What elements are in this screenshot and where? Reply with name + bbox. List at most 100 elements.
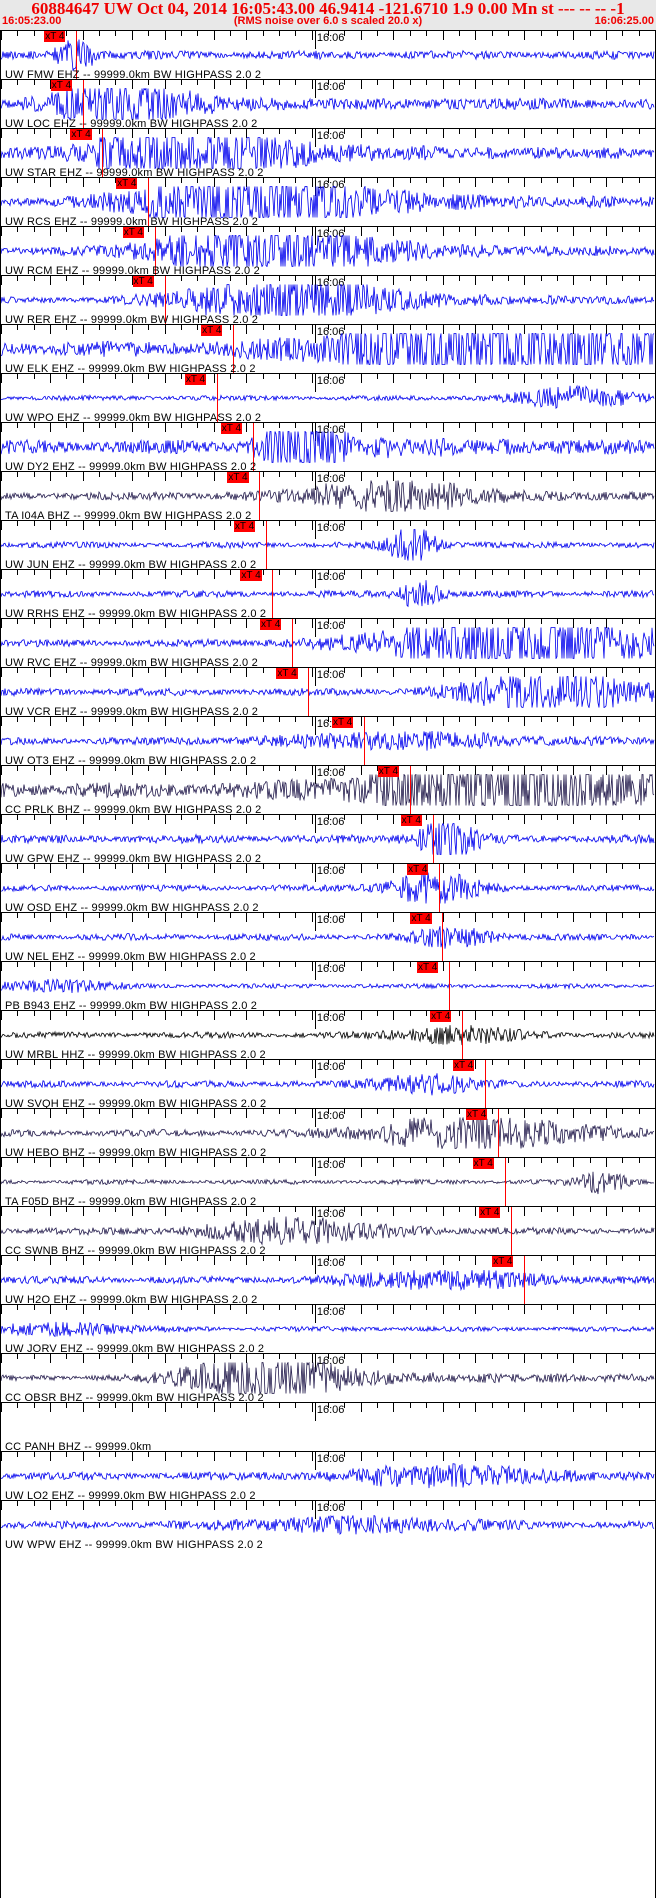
axis-tick-minor bbox=[507, 1060, 509, 1065]
axis-tick-minor bbox=[638, 1256, 640, 1261]
trace-row[interactable]: 16:06 xT 4 UW MRBL HHZ -- 99999.0km BW HIG… bbox=[0, 1010, 656, 1059]
pick-marker-label[interactable]: xT 4 bbox=[201, 325, 223, 336]
trace-row[interactable]: 16:06 xT 4 UW RRHS EHZ -- 99999.0km BW HIG… bbox=[0, 569, 656, 618]
axis-tick-minor bbox=[458, 1452, 460, 1457]
axis-tick-major bbox=[1, 1403, 2, 1412]
pick-marker-label[interactable]: xT 4 bbox=[466, 1109, 488, 1120]
axis-tick-minor bbox=[229, 178, 231, 183]
pick-marker-label[interactable]: xT 4 bbox=[479, 1207, 501, 1218]
axis-time-label: 16:06 bbox=[316, 375, 345, 387]
trace-plot: 16:06 xT 4 PB B943 EHZ -- 99999.0km BW HIG… bbox=[1, 962, 656, 1010]
pick-marker-label[interactable]: xT 4 bbox=[44, 31, 66, 42]
pick-marker-label[interactable]: xT 4 bbox=[116, 178, 138, 189]
trace-row[interactable]: 16:06 xT 4 CC SWNB BHZ -- 99999.0km BW HIG… bbox=[0, 1206, 656, 1255]
axis-tick-minor bbox=[99, 570, 101, 575]
trace-row[interactable]: 16:06 xT 4 CC PRLK BHZ -- 99999.0km BW HIG… bbox=[0, 765, 656, 814]
pick-marker-label[interactable]: xT 4 bbox=[472, 1158, 494, 1169]
pick-marker-label[interactable]: xT 4 bbox=[50, 80, 73, 91]
axis-tick-minor bbox=[344, 570, 346, 575]
axis-tick-labeled bbox=[314, 717, 316, 735]
axis-tick-minor bbox=[507, 1403, 509, 1408]
axis-tick-minor bbox=[99, 80, 101, 85]
trace-row[interactable]: 16:06 CC PANH BHZ -- 99999.0km bbox=[0, 1402, 656, 1451]
trace-row[interactable]: 16:06 xT 4 UW RCM EHZ -- 99999.0km BW HIGH… bbox=[0, 226, 656, 275]
trace-row[interactable]: 16:06 UW JORV EHZ -- 99999.0km BW HIGHPAS… bbox=[0, 1304, 656, 1353]
pick-marker-label[interactable]: xT 4 bbox=[184, 374, 207, 385]
axis-tick-minor bbox=[229, 31, 231, 36]
pick-marker-label[interactable]: xT 4 bbox=[416, 962, 439, 973]
trace-row[interactable]: 16:06 xT 4 UW LOC EHZ -- 99999.0km BW HIGH… bbox=[0, 79, 656, 128]
pick-marker-label[interactable]: xT 4 bbox=[377, 766, 400, 777]
trace-row[interactable]: 16:06 xT 4 UW DY2 EHZ -- 99999.0km BW HIGH… bbox=[0, 422, 656, 471]
trace-row[interactable]: 16:06 xT 4 UW RVC EHZ -- 99999.0km BW HIGH… bbox=[0, 618, 656, 667]
axis-tick-major bbox=[50, 1305, 51, 1314]
pick-marker-label[interactable]: xT 4 bbox=[400, 815, 422, 826]
pick-marker-label[interactable]: xT 4 bbox=[430, 1011, 452, 1022]
axis-tick-minor bbox=[278, 962, 280, 967]
axis-tick-minor bbox=[148, 31, 150, 36]
axis-tick-major bbox=[50, 227, 51, 236]
trace-row[interactable]: 16:06 CC OBSR BHZ -- 99999.0km BW HIGHPAS… bbox=[0, 1353, 656, 1402]
pick-marker-line bbox=[498, 1109, 500, 1157]
pick-marker-label[interactable]: xT 4 bbox=[240, 570, 262, 581]
trace-row[interactable]: 16:06 xT 4 UW FMW EHZ -- 99999.0km BW HIGH… bbox=[0, 30, 656, 79]
time-axis bbox=[1, 423, 656, 441]
trace-plot: 16:06 UW LO2 EHZ -- 99999.0km BW HIGHPASS… bbox=[1, 1452, 656, 1500]
axis-tick-minor bbox=[491, 374, 493, 379]
channel-label: UW ELK EHZ -- 99999.0km BW HIGHPASS 2.0 … bbox=[5, 363, 256, 373]
pick-marker-label[interactable]: xT 4 bbox=[233, 521, 256, 532]
pick-marker-label[interactable]: xT 4 bbox=[260, 619, 282, 630]
trace-row[interactable]: 16:06 xT 4 UW H2O EHZ -- 99999.0km BW HIGH… bbox=[0, 1255, 656, 1304]
pick-marker-label[interactable]: xT 4 bbox=[227, 472, 249, 483]
trace-row[interactable]: 16:06 UW LO2 EHZ -- 99999.0km BW HIGHPASS… bbox=[0, 1451, 656, 1500]
axis-tick-minor bbox=[589, 1060, 591, 1065]
axis-tick-minor bbox=[344, 1403, 346, 1408]
axis-tick-minor bbox=[458, 668, 460, 673]
trace-row[interactable]: 16:06 xT 4 UW VCR EHZ -- 99999.0km BW HIGH… bbox=[0, 667, 656, 716]
axis-tick-major bbox=[246, 815, 248, 824]
trace-row[interactable]: 16:06 xT 4 UW HEBO BHZ -- 99999.0km BW HIG… bbox=[0, 1108, 656, 1157]
trace-row[interactable]: 16:06 xT 4 TA F05D BHZ -- 99999.0km BW HIG… bbox=[0, 1157, 656, 1206]
axis-tick-major bbox=[442, 521, 444, 530]
pick-marker-label[interactable]: xT 4 bbox=[492, 1256, 514, 1267]
trace-row[interactable]: 16:06 xT 4 UW RER EHZ -- 99999.0km BW HIGH… bbox=[0, 275, 656, 324]
axis-tick-minor bbox=[197, 227, 199, 232]
pick-marker-label[interactable]: xT 4 bbox=[410, 913, 432, 924]
pick-marker-label[interactable]: xT 4 bbox=[70, 129, 92, 140]
trace-row[interactable]: 16:06 xT 4 UW NEL EHZ -- 99999.0km BW HIGH… bbox=[0, 912, 656, 961]
trace-row[interactable]: 16:06 xT 4 UW JUN EHZ -- 99999.0km BW HIGH… bbox=[0, 520, 656, 569]
pick-marker-label[interactable]: xT 4 bbox=[407, 864, 429, 875]
channel-label: UW JUN EHZ -- 99999.0km BW HIGHPASS 2.0 … bbox=[5, 559, 257, 569]
trace-row[interactable]: 16:06 xT 4 UW SVQH EHZ -- 99999.0km BW HIG… bbox=[0, 1059, 656, 1108]
trace-row[interactable]: 16:06 xT 4 TA I04A BHZ -- 99999.0km BW HIG… bbox=[0, 471, 656, 520]
axis-tick-minor bbox=[180, 423, 182, 428]
axis-tick-major bbox=[164, 962, 166, 971]
trace-row[interactable]: 16:06 xT 4 UW OT3 EHZ -- 99999.0km BW HIGH… bbox=[0, 716, 656, 765]
axis-tick-major bbox=[1, 962, 2, 971]
trace-row[interactable]: 16:06 xT 4 UW ELK EHZ -- 99999.0km BW HIGH… bbox=[0, 324, 656, 373]
pick-marker-label[interactable]: xT 4 bbox=[331, 717, 354, 728]
trace-row[interactable]: 16:06 xT 4 UW GPW EHZ -- 99999.0km BW HIGH… bbox=[0, 814, 656, 863]
axis-tick-major bbox=[442, 962, 444, 971]
waveform bbox=[1, 186, 655, 218]
trace-row[interactable]: 16:06 xT 4 UW WPO EHZ -- 99999.0km BW HIGH… bbox=[0, 373, 656, 422]
pick-marker-label[interactable]: xT 4 bbox=[276, 668, 298, 679]
axis-tick-minor bbox=[99, 1207, 101, 1212]
trace-row[interactable]: 16:06 xT 4 PB B943 EHZ -- 99999.0km BW HIG… bbox=[0, 961, 656, 1010]
trace-row[interactable]: 16:06 UW WPW EHZ -- 99999.0km BW HIGHPASS… bbox=[0, 1500, 656, 1549]
axis-tick-major bbox=[393, 276, 395, 285]
pick-marker-label[interactable]: xT 4 bbox=[220, 423, 243, 434]
axis-tick-major bbox=[311, 521, 313, 530]
axis-tick-minor bbox=[344, 178, 346, 183]
pick-marker-label[interactable]: xT 4 bbox=[452, 1060, 475, 1071]
axis-tick-major bbox=[164, 1501, 166, 1510]
trace-row[interactable]: 16:06 xT 4 UW STAR EHZ -- 99999.0km BW HIG… bbox=[0, 128, 656, 177]
pick-marker-label[interactable]: xT 4 bbox=[132, 276, 154, 287]
axis-tick-minor bbox=[328, 423, 329, 428]
pick-marker-label[interactable]: xT 4 bbox=[122, 227, 144, 238]
channel-label: UW HEBO BHZ -- 99999.0km BW HIGHPASS 2.0… bbox=[5, 1147, 267, 1157]
axis-tick-major bbox=[164, 668, 166, 677]
axis-tick-minor bbox=[229, 1501, 231, 1506]
trace-row[interactable]: 16:06 xT 4 UW RCS EHZ -- 99999.0km BW HIGH… bbox=[0, 177, 656, 226]
trace-row[interactable]: 16:06 xT 4 UW OSD EHZ -- 99999.0km BW HIGH… bbox=[0, 863, 656, 912]
